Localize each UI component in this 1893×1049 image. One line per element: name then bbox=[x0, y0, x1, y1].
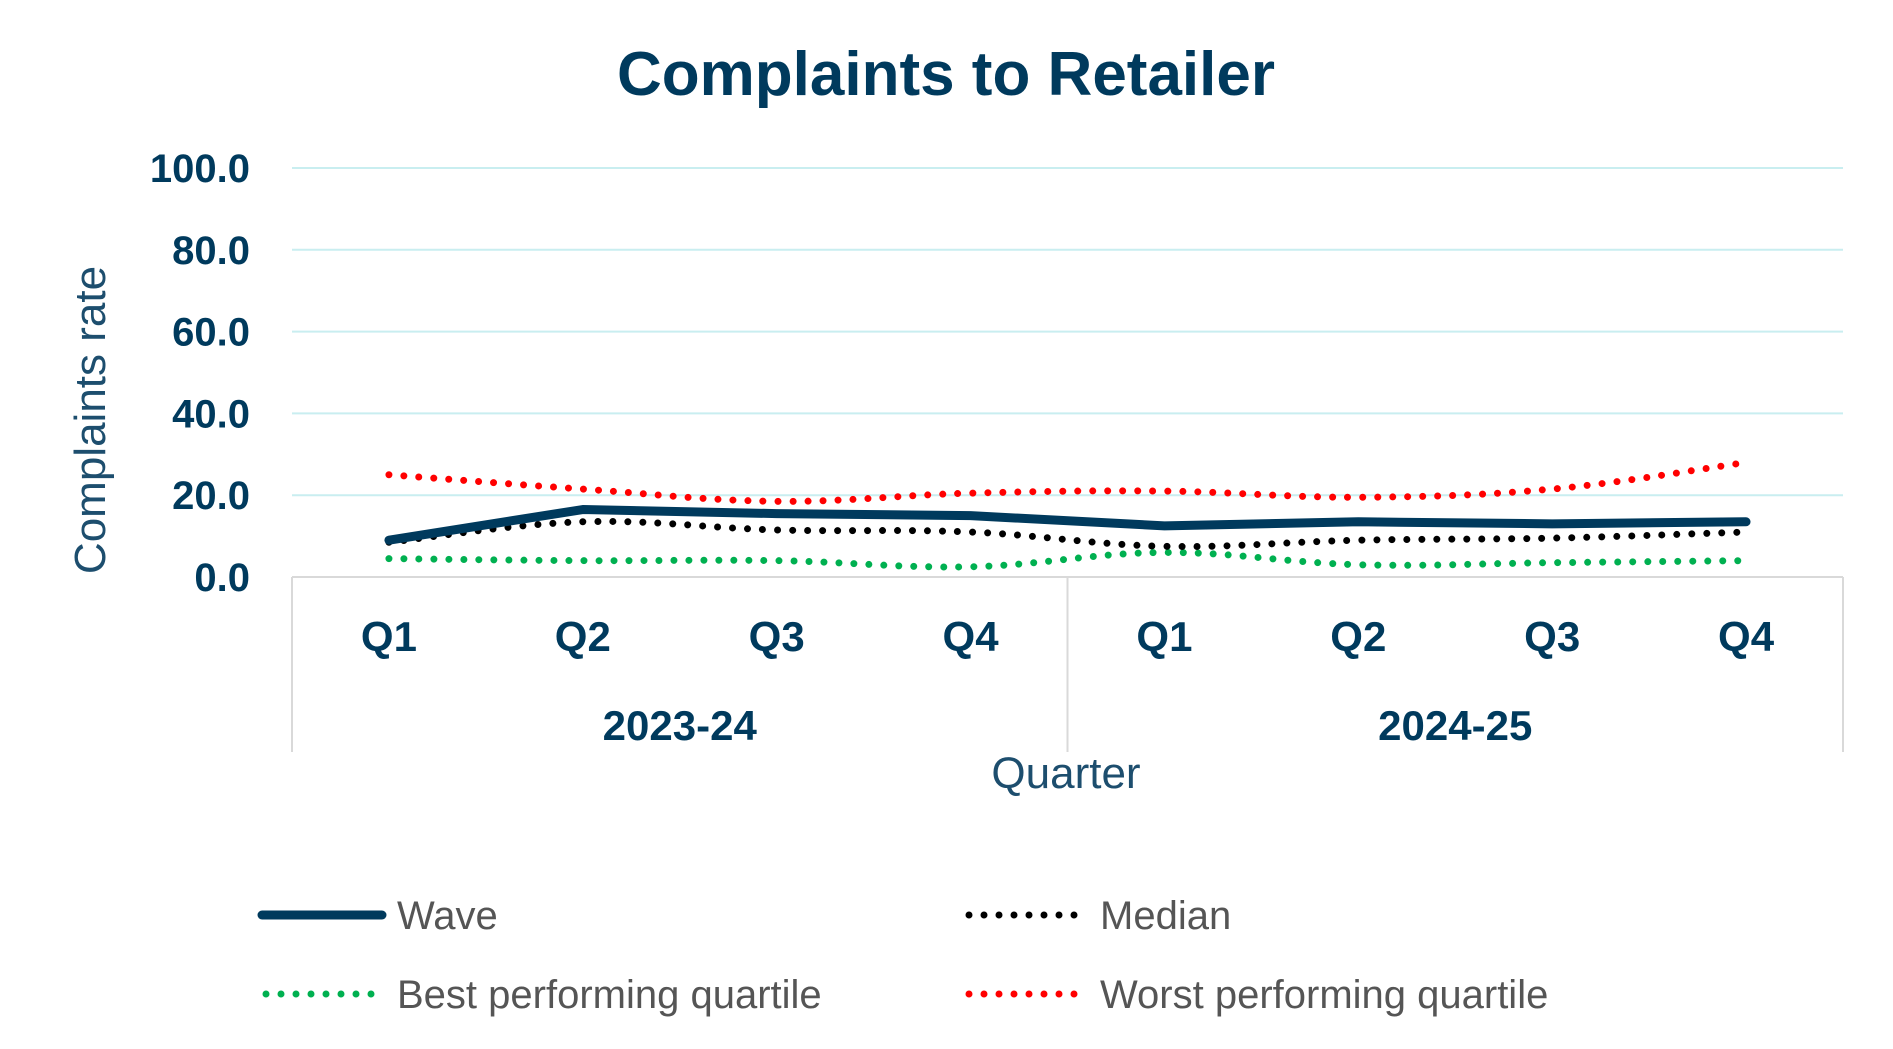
y-tick-label: 100.0 bbox=[150, 147, 250, 191]
y-axis-title: Complaints rate bbox=[66, 266, 115, 574]
x-tick-label: Q2 bbox=[1330, 613, 1386, 660]
x-tick-label: Q2 bbox=[555, 613, 611, 660]
x-tick-label: Q3 bbox=[1524, 613, 1580, 660]
series-line-median bbox=[385, 517, 1750, 551]
y-axis-ticks: 0.0 20.0 40.0 60.0 80.0 100.0 bbox=[150, 147, 250, 600]
legend-label-median: Median bbox=[1100, 894, 1231, 938]
legend-label-worst-performing-quartile: Worst performing quartile bbox=[1100, 973, 1548, 1017]
series-line-worst-performing-quartile bbox=[385, 458, 1750, 505]
series-line-wave bbox=[384, 505, 1751, 545]
x-group-label: 2023-24 bbox=[603, 702, 758, 749]
legend: Wave Median Best performing quartile Worst … bbox=[257, 894, 1548, 1017]
x-axis: Q1 Q2 Q3 Q4 Q1 Q2 Q3 Q4 2023-24 2024-25 bbox=[291, 576, 1844, 752]
chart-title: Complaints to Retailer bbox=[617, 40, 1275, 109]
series-lines bbox=[384, 458, 1751, 571]
x-tick-label: Q3 bbox=[749, 613, 805, 660]
legend-label-best-performing-quartile: Best performing quartile bbox=[397, 973, 822, 1017]
legend-label-wave: Wave bbox=[397, 894, 498, 938]
x-tick-label: Q4 bbox=[943, 613, 1000, 660]
y-tick-label: 40.0 bbox=[172, 392, 250, 436]
y-tick-label: 80.0 bbox=[172, 229, 250, 273]
y-tick-label: 20.0 bbox=[172, 474, 250, 518]
x-group-label: 2024-25 bbox=[1378, 702, 1532, 749]
gridlines bbox=[292, 167, 1843, 497]
x-tick-label: Q1 bbox=[1136, 613, 1192, 660]
series-line-best-performing-quartile bbox=[385, 548, 1750, 571]
y-tick-label: 0.0 bbox=[194, 556, 250, 600]
x-tick-label: Q4 bbox=[1718, 613, 1775, 660]
x-tick-label: Q1 bbox=[361, 613, 417, 660]
x-axis-title: Quarter bbox=[991, 749, 1140, 798]
y-tick-label: 60.0 bbox=[172, 311, 250, 355]
